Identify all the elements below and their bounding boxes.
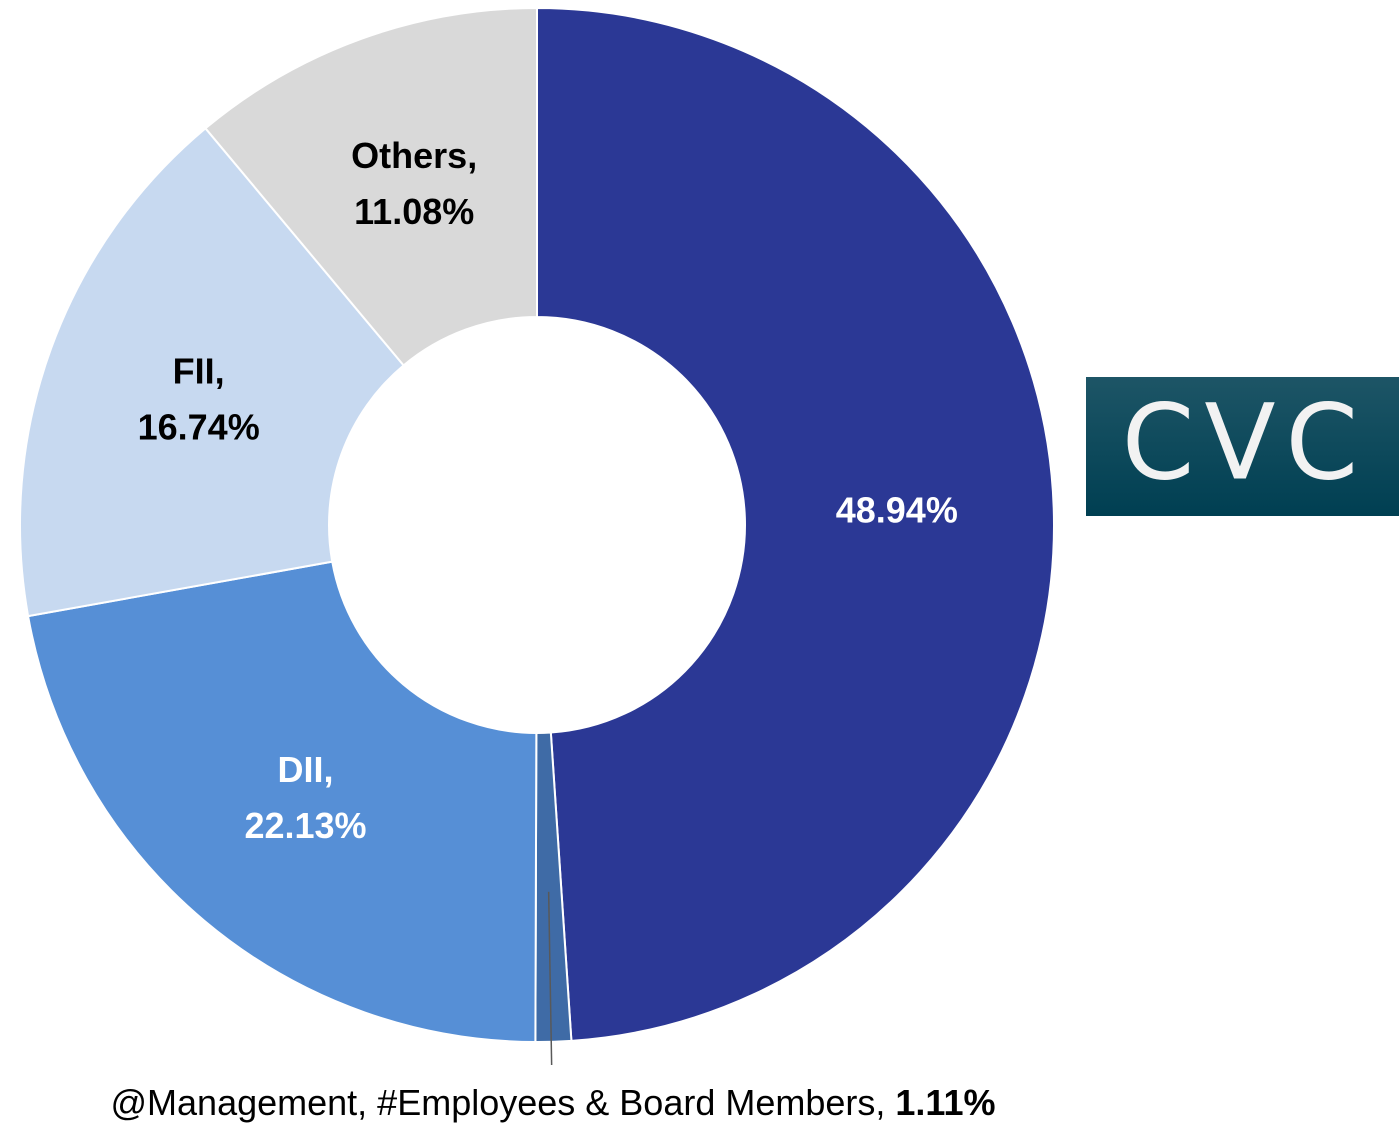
slice (19, 126, 406, 618)
slice (204, 6, 538, 367)
data-label: @Management, #Employees & Board Members,… (111, 1082, 996, 1123)
category-label: FII, (173, 351, 225, 392)
value-label: 16.74% (138, 407, 260, 448)
slice (536, 6, 1055, 1042)
value-label: 11.08% (354, 191, 474, 232)
value-label: 48.94% (836, 490, 958, 531)
value-label: 22.13% (244, 805, 366, 846)
logo: CVC (1086, 377, 1399, 516)
slice (26, 560, 538, 1044)
value-label: 1.11% (895, 1082, 995, 1123)
category-label: DII, (278, 749, 334, 790)
category-label: Others, (351, 135, 477, 176)
leader-line (547, 891, 553, 1066)
logo-text: CVC (1122, 381, 1368, 503)
logo-background (1086, 377, 1399, 516)
category-label: @Management, #Employees & Board Members, (111, 1082, 886, 1123)
